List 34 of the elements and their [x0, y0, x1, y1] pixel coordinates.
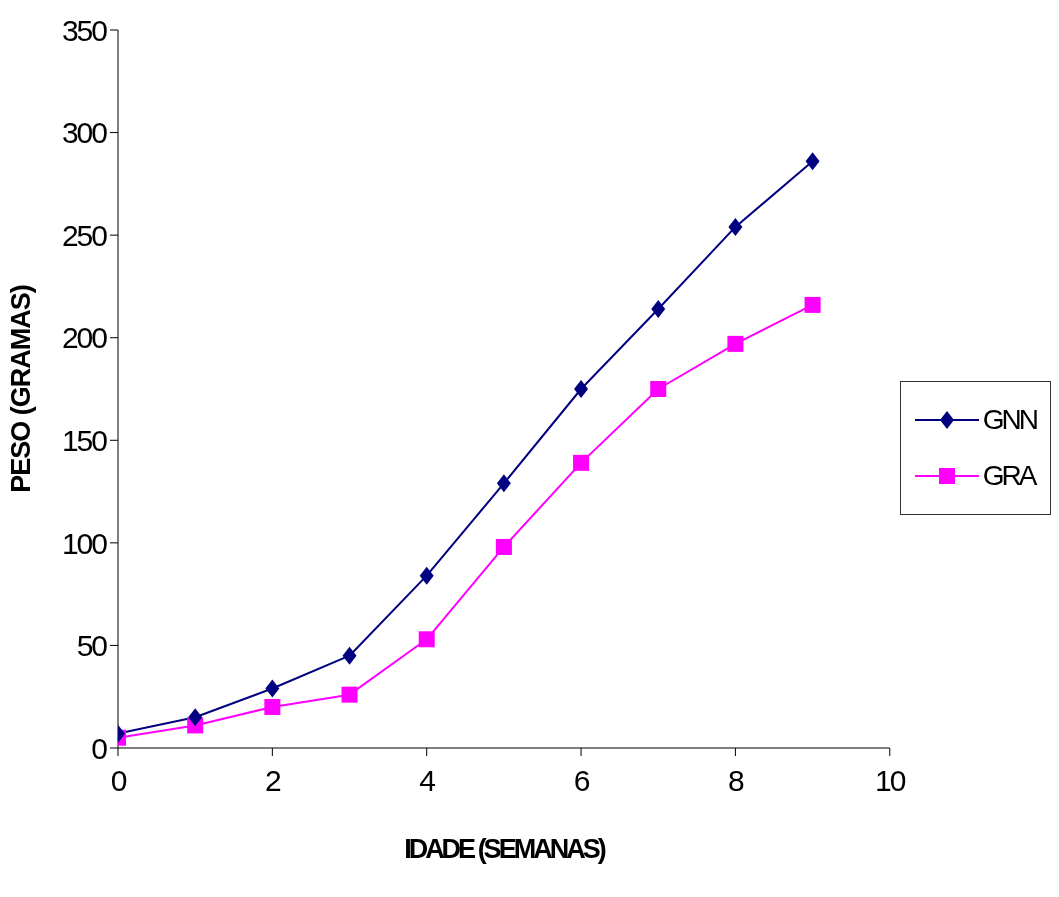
point [418, 631, 435, 648]
y-tick-label: 0 [91, 731, 108, 765]
y-tick-label: 300 [61, 116, 108, 150]
point [496, 474, 511, 493]
x-axis-title: IDADE (SEMANAS) [404, 834, 606, 864]
y-tick-label: 100 [61, 526, 108, 560]
point [341, 686, 358, 703]
point [804, 296, 821, 313]
point [574, 380, 589, 398]
point [573, 454, 590, 471]
x-tick-label: 4 [419, 764, 436, 798]
x-tick-label: 2 [265, 764, 282, 798]
point [727, 335, 744, 352]
y-tick-label: 250 [61, 218, 108, 252]
y-tick-label: 150 [61, 423, 108, 457]
point [805, 152, 820, 171]
point [265, 679, 280, 698]
point [495, 538, 512, 555]
point [342, 646, 357, 665]
point [651, 299, 666, 318]
x-tick-label: 10 [875, 764, 906, 798]
point [188, 708, 203, 727]
x-tick-label: 8 [728, 764, 745, 798]
legend-label: GNN [982, 404, 1036, 436]
point [264, 698, 281, 715]
legend-label: GRA [982, 460, 1035, 492]
point [650, 381, 667, 397]
point [728, 217, 743, 236]
point [419, 566, 434, 585]
y-tick-label: 350 [61, 13, 108, 47]
x-tick-label: 6 [573, 764, 590, 798]
y-tick-label: 200 [61, 321, 108, 355]
y-axis-title: PESO (GRAMAS) [5, 285, 36, 493]
y-tick-label: 50 [76, 629, 108, 663]
